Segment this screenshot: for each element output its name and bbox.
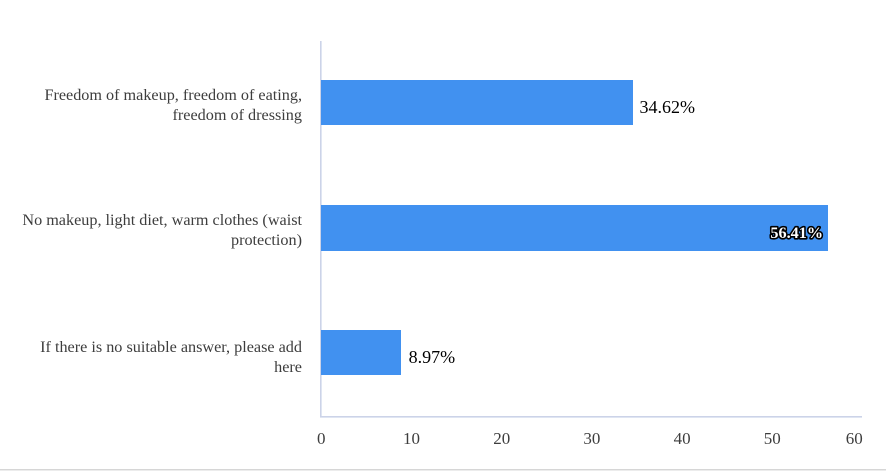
svg-text:56.41%: 56.41%	[770, 224, 823, 242]
